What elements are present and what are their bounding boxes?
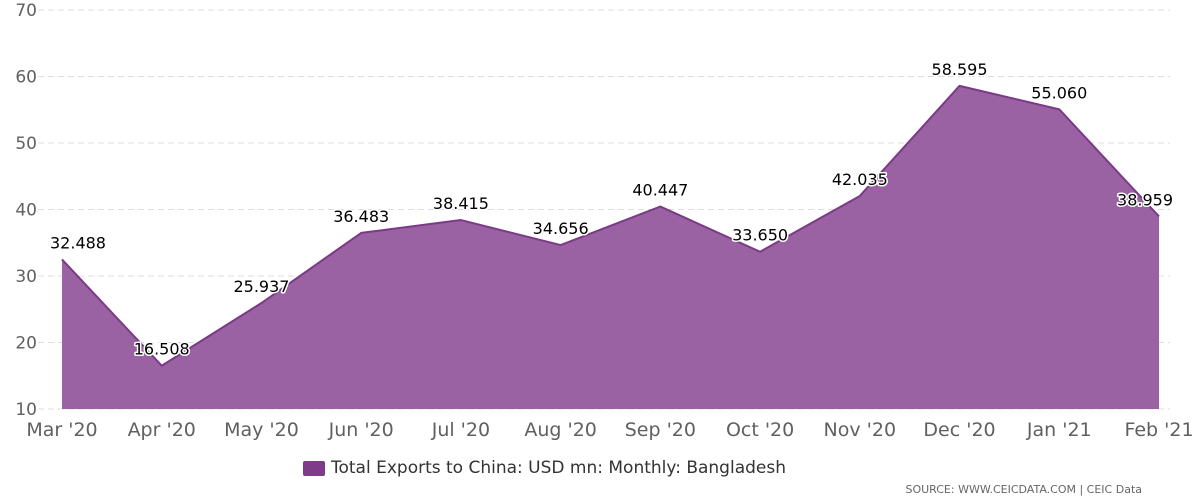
legend[interactable]: Total Exports to China: USD mn: Monthly:…	[303, 458, 786, 478]
data-label: 25.937	[233, 277, 289, 296]
y-tick-label: 60	[15, 68, 37, 88]
x-tick-label: Jun '20	[328, 419, 394, 441]
data-label: 42.035	[832, 170, 888, 189]
legend-swatch	[303, 460, 325, 476]
x-tick-label: Feb '21	[1124, 419, 1193, 441]
x-tick-label: Nov '20	[824, 419, 897, 441]
source-credit: SOURCE: WWW.CEICDATA.COM | CEIC Data	[905, 483, 1142, 496]
series-area	[61, 84, 1160, 409]
x-tick-label: Mar '20	[26, 419, 97, 441]
y-tick-label: 70	[15, 1, 37, 21]
x-tick-label: Jan '21	[1026, 419, 1092, 441]
data-label: 40.447	[632, 181, 688, 200]
x-tick-label: Apr '20	[128, 419, 196, 441]
y-tick-label: 10	[15, 400, 37, 420]
x-tick-label: May '20	[224, 419, 299, 441]
y-tick-label: 40	[15, 201, 37, 221]
data-label: 16.508	[134, 340, 190, 359]
data-labels: 32.488 16.508 25.937 36.483 38.415 34.656 40.4…	[49, 58, 1175, 360]
series-line	[61, 84, 1160, 367]
data-label: 33.650	[732, 226, 788, 245]
data-label: 38.415	[433, 194, 489, 213]
data-label: 55.060	[1031, 83, 1087, 102]
y-tick-label: 20	[15, 334, 37, 354]
data-label: 58.595	[932, 60, 988, 79]
y-axis: 10 20 30 40 50 60 70	[15, 1, 37, 420]
y-tick-label: 30	[15, 267, 37, 287]
x-tick-label: Sep '20	[625, 419, 696, 441]
series-area-fill[interactable]	[62, 85, 1159, 409]
x-tick-label: Oct '20	[726, 419, 794, 441]
x-axis: Mar '20 Apr '20 May '20 Jun '20 Jul '20 Aug '…	[26, 419, 1193, 441]
x-tick-label: Aug '20	[524, 419, 597, 441]
data-label: 34.656	[533, 219, 589, 238]
x-tick-label: Jul '20	[431, 419, 490, 441]
y-tick-label: 50	[15, 134, 37, 154]
legend-label: Total Exports to China: USD mn: Monthly:…	[331, 458, 786, 478]
x-tick-label: Dec '20	[923, 419, 995, 441]
data-label: 32.488	[50, 233, 106, 252]
data-label: 36.483	[333, 207, 389, 226]
data-label: 38.959	[1117, 190, 1173, 209]
